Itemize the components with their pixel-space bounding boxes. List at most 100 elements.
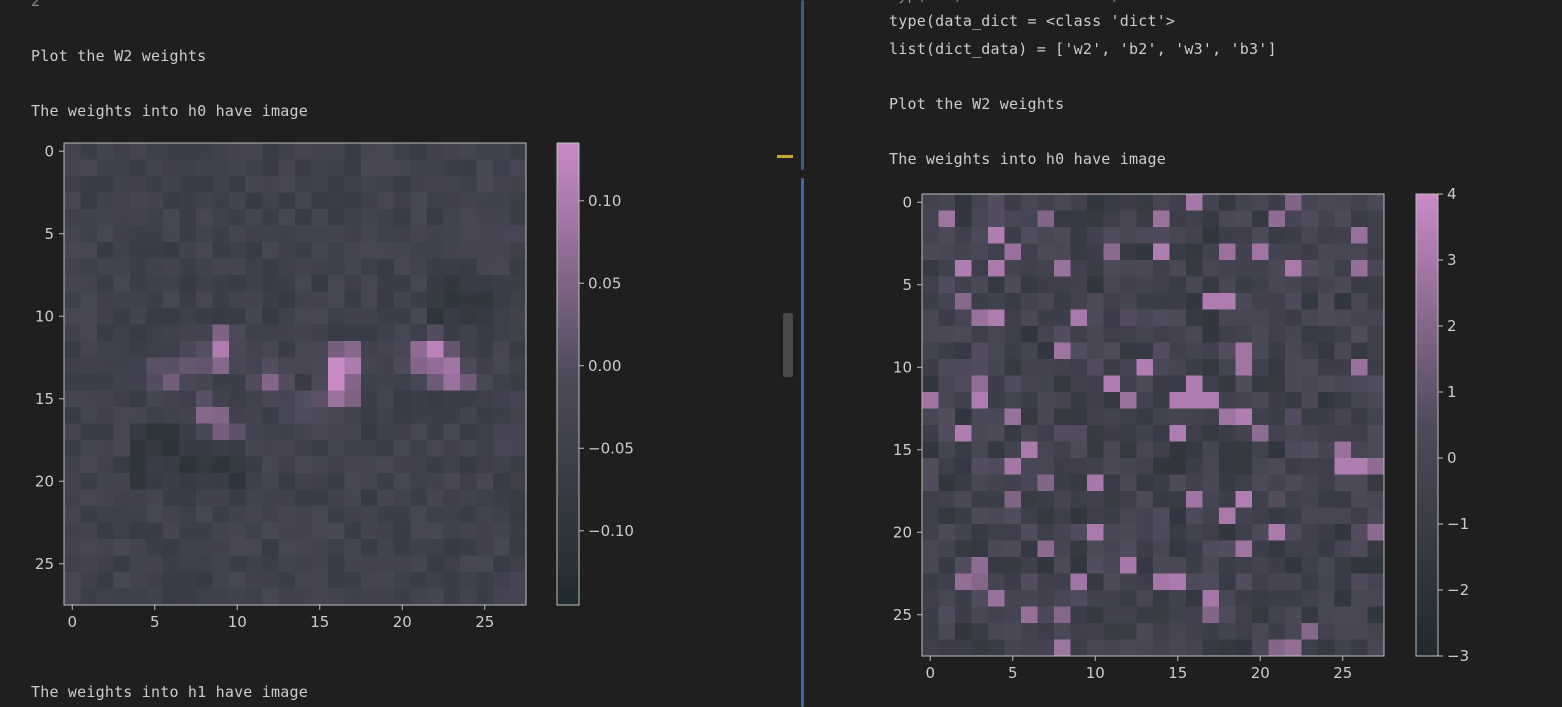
heatmap-cell xyxy=(1235,375,1253,393)
heatmap-cell xyxy=(1367,458,1385,475)
heatmap-cell xyxy=(328,258,345,276)
heatmap-cell xyxy=(1351,359,1368,376)
heatmap-cell xyxy=(1334,540,1352,558)
heatmap-cell xyxy=(1367,326,1385,343)
heatmap-cell xyxy=(1235,276,1253,294)
heatmap-cell xyxy=(1087,491,1104,508)
heatmap-cell xyxy=(1202,474,1220,492)
heatmap-cell xyxy=(922,260,939,277)
heatmap-cell xyxy=(278,324,296,342)
heatmap-cell xyxy=(328,555,345,573)
heatmap-cell xyxy=(377,539,395,556)
heatmap-cell xyxy=(1301,623,1319,640)
heatmap-cell xyxy=(1252,573,1269,591)
heatmap-cell xyxy=(410,374,428,391)
heatmap-cell xyxy=(955,524,972,541)
heatmap-cell xyxy=(1070,540,1088,558)
heatmap-cell xyxy=(922,474,939,492)
heatmap-cell xyxy=(460,308,477,325)
heatmap-cell xyxy=(262,374,279,391)
colorbar-segment xyxy=(1416,292,1438,299)
heatmap-cell xyxy=(955,276,972,294)
heatmap-cell xyxy=(328,440,345,457)
heatmap-cell xyxy=(443,341,461,358)
colorbar-segment xyxy=(557,171,579,179)
heatmap-cell xyxy=(278,440,296,457)
right-output-pane[interactable]: typ( ) ─ ─ ─ ) type(data_dict = <class '… xyxy=(808,0,1562,707)
heatmap-cell xyxy=(1202,590,1220,607)
heatmap-cell xyxy=(1103,606,1121,624)
heatmap-cell xyxy=(394,440,411,457)
heatmap-cell xyxy=(1070,260,1088,277)
colorbar-segment xyxy=(557,281,579,288)
heatmap-cell xyxy=(493,308,510,325)
heatmap-cell xyxy=(278,390,296,408)
heatmap-cell xyxy=(1318,375,1335,393)
heatmap-cell xyxy=(1268,590,1286,607)
heatmap-cell xyxy=(64,341,81,358)
heatmap-cell xyxy=(1301,375,1319,393)
heatmap-cell xyxy=(1219,507,1236,525)
colorbar-segment xyxy=(557,454,579,462)
heatmap-cell xyxy=(245,225,263,243)
heatmap-cell xyxy=(1120,606,1137,624)
heatmap-cell xyxy=(955,623,972,640)
heatmap-cell xyxy=(394,539,411,556)
heatmap-cell xyxy=(476,291,494,309)
heatmap-cell xyxy=(955,210,972,228)
scrollbar-thumb[interactable] xyxy=(783,313,793,377)
heatmap-cell xyxy=(1136,639,1154,657)
heatmap-cell xyxy=(1219,524,1236,541)
heatmap-cell xyxy=(1070,326,1088,343)
heatmap-cell xyxy=(344,390,362,408)
heatmap-cell xyxy=(427,324,444,342)
heatmap-cell xyxy=(1351,276,1368,294)
heatmap-cell xyxy=(196,209,213,226)
heatmap-cell xyxy=(196,159,213,177)
heatmap-cell xyxy=(1120,194,1137,211)
colorbar-segment xyxy=(1416,598,1438,605)
heatmap-cell xyxy=(1169,309,1187,327)
heatmap-cell xyxy=(1367,359,1385,376)
heatmap-cell xyxy=(922,210,939,228)
heatmap-cell xyxy=(97,539,114,556)
heatmap-cell xyxy=(130,489,147,507)
heatmap-cell xyxy=(1219,606,1236,624)
heatmap-cell xyxy=(1318,425,1335,442)
colorbar-segment xyxy=(1416,621,1438,628)
heatmap-cell xyxy=(262,423,279,441)
heatmap-cell xyxy=(1202,557,1220,574)
heatmap-cell xyxy=(1103,194,1121,211)
heatmap-cell xyxy=(1153,326,1170,343)
heatmap-cell xyxy=(410,440,428,457)
heatmap-cell xyxy=(1070,408,1088,426)
heatmap-cell xyxy=(938,210,956,228)
heatmap-cell xyxy=(460,258,477,276)
heatmap-cell xyxy=(1186,210,1203,228)
heatmap-cell xyxy=(97,275,114,292)
heatmap-cell xyxy=(1202,425,1220,442)
heatmap-cell xyxy=(493,324,510,342)
heatmap-cell xyxy=(361,407,378,424)
colorbar-segment xyxy=(1416,315,1438,322)
colorbar-segment xyxy=(1416,338,1438,345)
heatmap-cell xyxy=(1235,342,1253,360)
heatmap-cell xyxy=(476,341,494,358)
heatmap-cell xyxy=(361,473,378,490)
heatmap-cell xyxy=(80,539,98,556)
heatmap-cell xyxy=(1268,210,1286,228)
heatmap-cell xyxy=(361,341,378,358)
heatmap-cell xyxy=(311,209,329,226)
heatmap-cell xyxy=(988,441,1005,459)
heatmap-cell xyxy=(130,390,147,408)
heatmap-cell xyxy=(1367,524,1385,541)
colorbar-tick-label: 2 xyxy=(1447,317,1457,335)
heatmap-cell xyxy=(1252,342,1269,360)
left-output-pane[interactable]: 2 Plot the W2 weights The weights into h… xyxy=(0,0,797,707)
colorbar-tick-label: −2 xyxy=(1447,581,1469,599)
heatmap-cell xyxy=(130,407,147,424)
heatmap-cell xyxy=(955,392,972,409)
pane-divider[interactable] xyxy=(797,0,808,707)
heatmap-cell xyxy=(377,456,395,474)
heatmap-cell xyxy=(146,440,164,457)
